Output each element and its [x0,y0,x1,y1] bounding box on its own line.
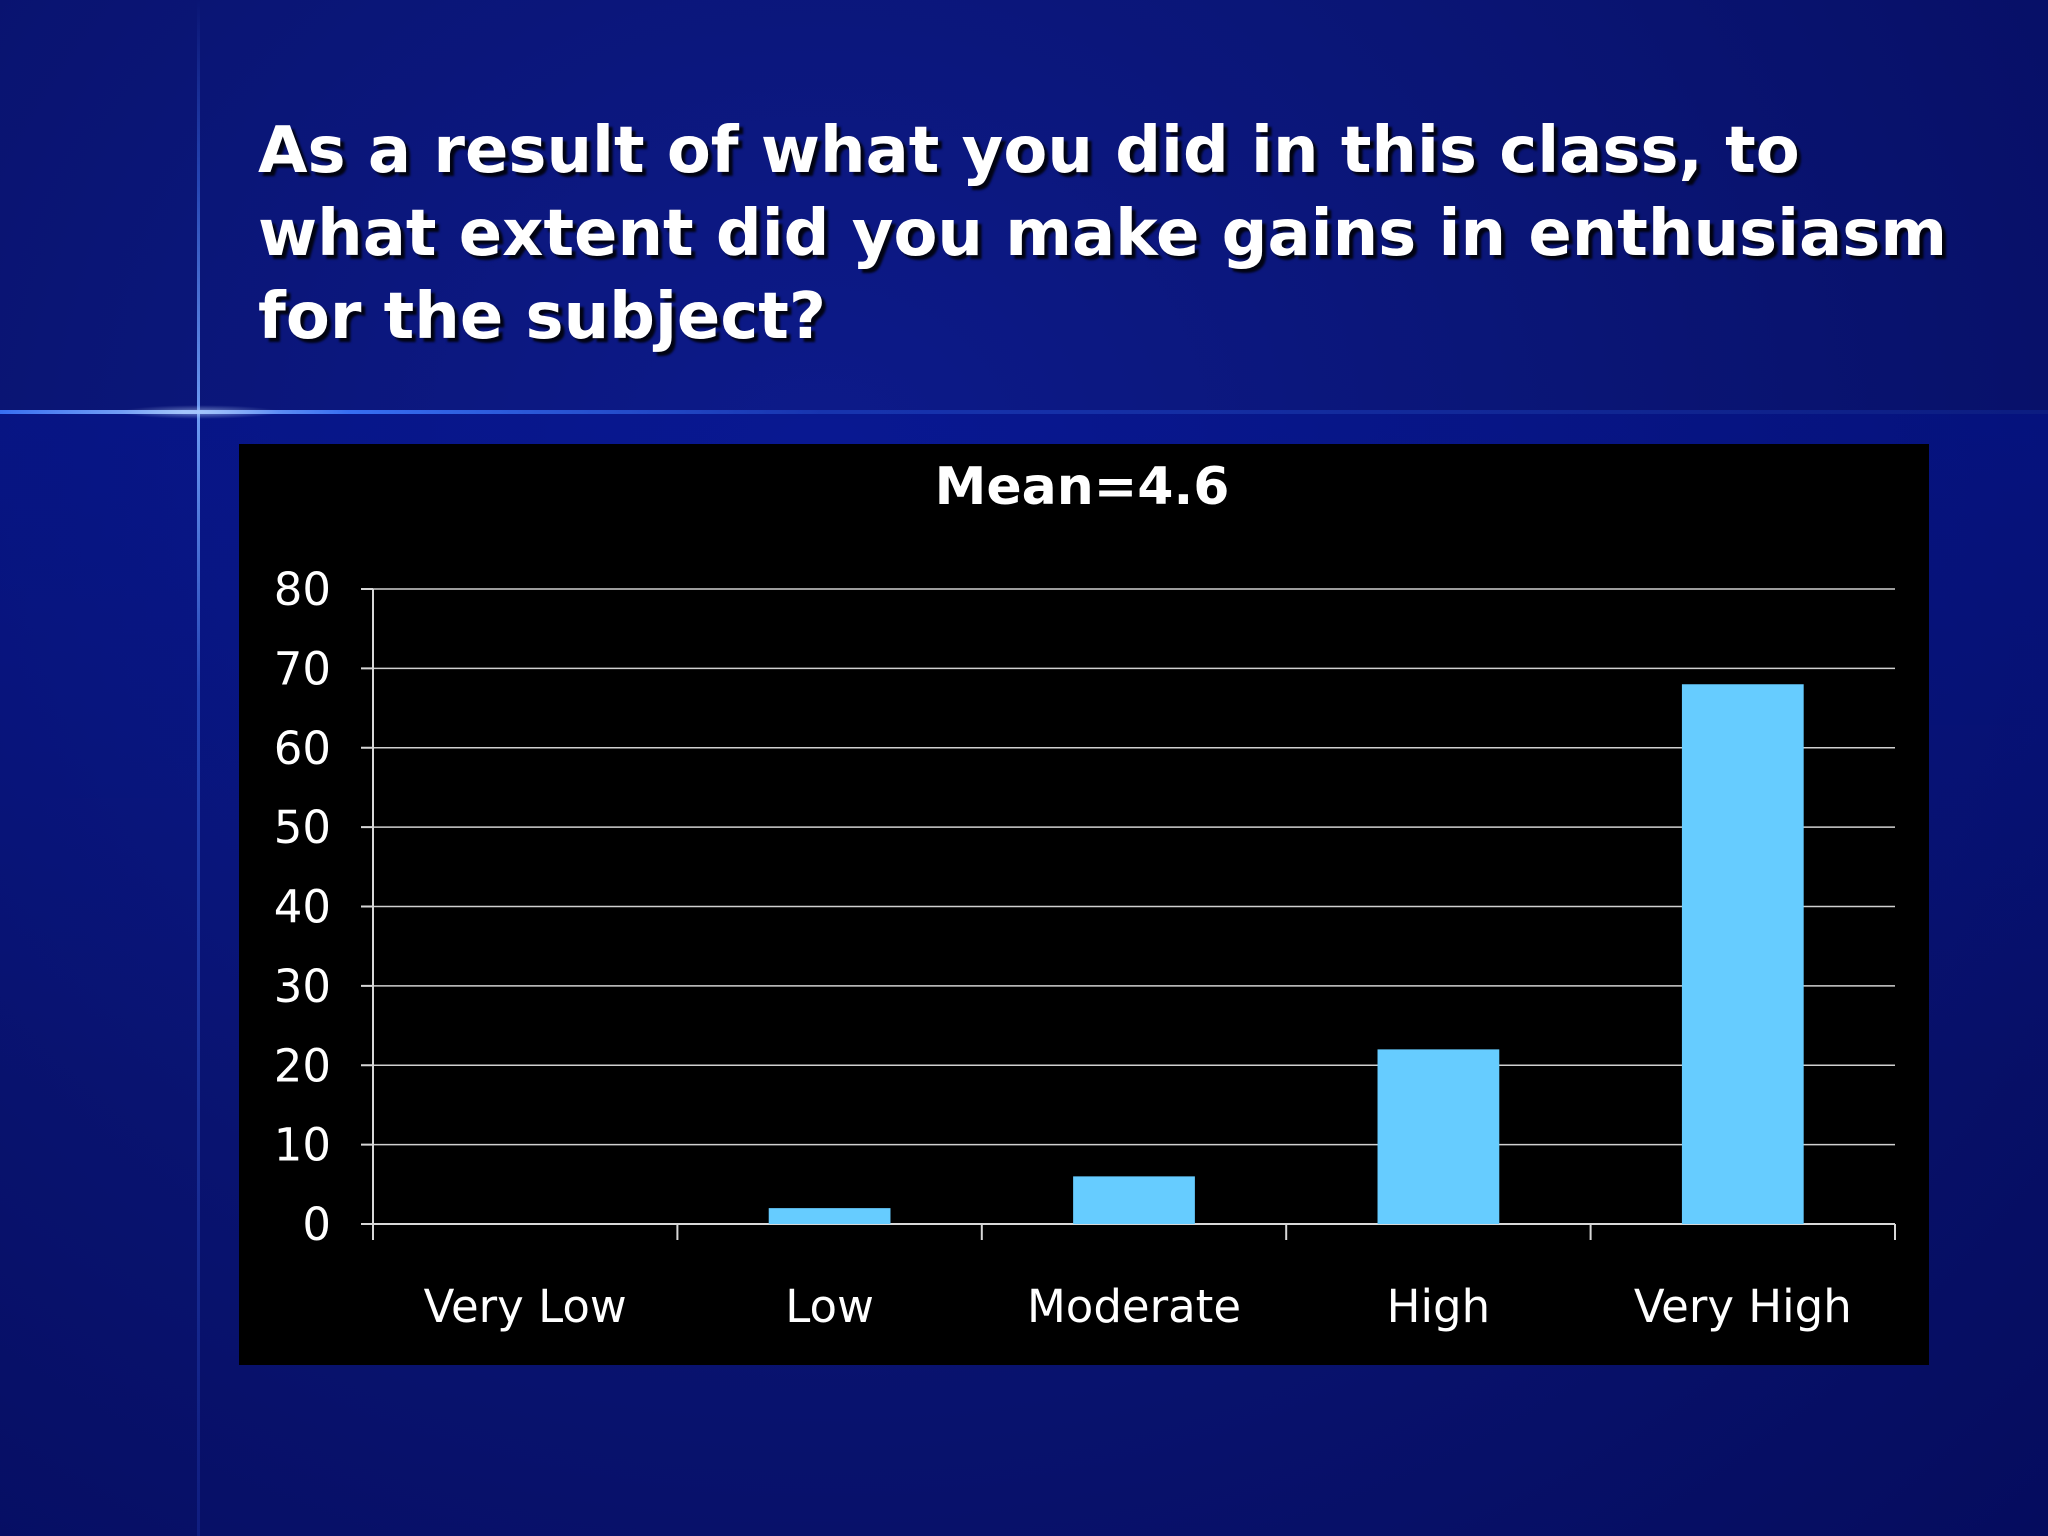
axes [361,588,1896,1240]
y-tick-label: 70 [274,642,331,695]
y-tick-label: 0 [302,1198,331,1251]
bar-very-high [1681,684,1804,1224]
y-tick-labels: 0 10 20 30 40 50 60 70 80 [274,563,331,1251]
y-tick-label: 50 [274,801,331,854]
x-tick-label: Very Low [424,1280,627,1333]
x-tick-labels: Very Low Low Moderate High Very High [424,1280,1852,1333]
x-tick-label: High [1387,1280,1490,1333]
grid-lines [373,588,1895,1146]
y-tick-label: 80 [274,563,331,616]
decorative-vertical-line [197,0,200,1536]
bars [768,684,1804,1224]
slide-title: As a result of what you did in this clas… [258,114,1947,354]
y-tick-label: 10 [274,1119,331,1172]
decorative-glow [120,405,280,419]
x-tick-label: Moderate [1027,1280,1241,1333]
y-tick-label: 40 [274,881,331,934]
bar-chart: Mean=4.6 0 10 20 30 40 50 60 70 80 Very Low Low Mo… [274,457,1896,1333]
y-tick-label: 30 [274,960,331,1013]
bar-high [1377,1049,1500,1224]
x-tick-label: Low [785,1280,874,1333]
decorative-horizontal-line [0,410,2048,414]
y-tick-label: 20 [274,1039,331,1092]
bar-moderate [1073,1176,1195,1224]
bar-low [768,1208,891,1224]
x-tick-label: Very High [1634,1280,1852,1333]
y-tick-label: 60 [274,722,331,775]
chart-title: Mean=4.6 [935,457,1230,517]
chart-panel: Mean=4.6 0 10 20 30 40 50 60 70 80 Very Low Low Mo… [239,444,1929,1365]
